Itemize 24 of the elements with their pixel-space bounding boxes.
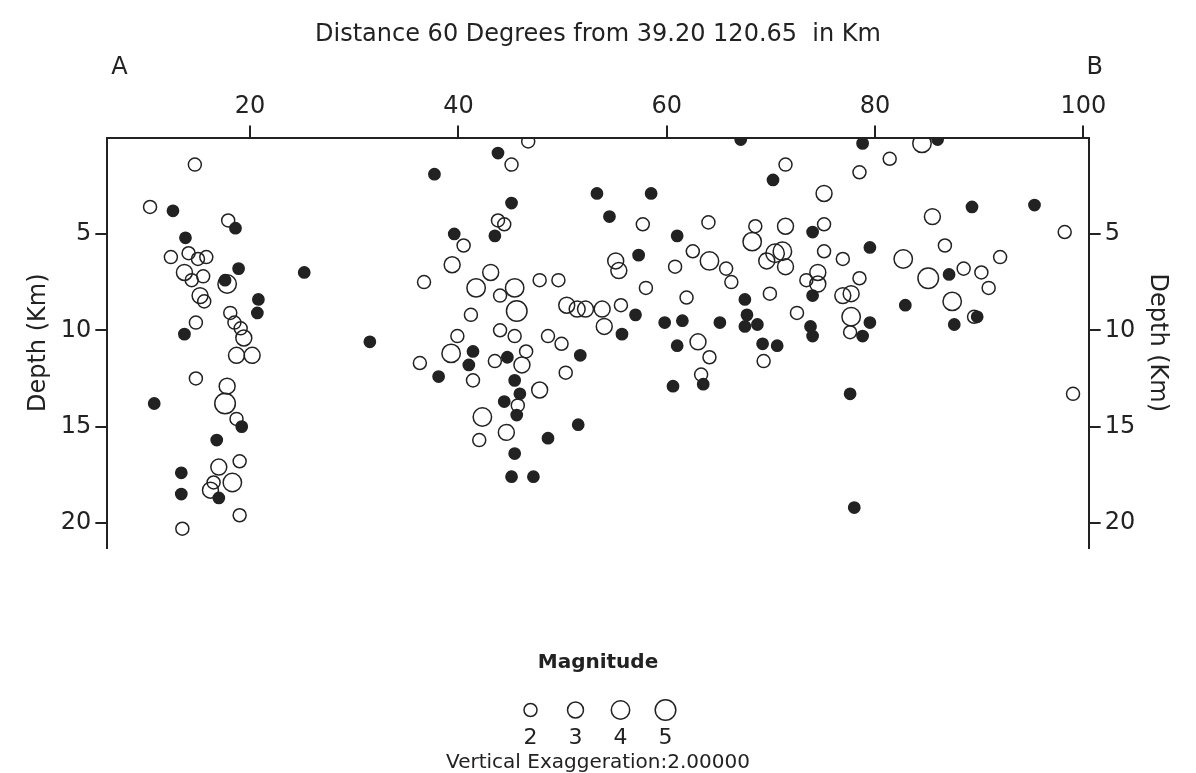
text: A: [111, 51, 129, 80]
legend-label: 2: [523, 723, 538, 749]
x-tick-label: 80: [859, 91, 891, 120]
y2-tick-label: 15: [1104, 410, 1136, 439]
chart-title: Distance 60 Degrees from 39.20 120.65 in Km: [315, 18, 881, 47]
y-tick-label: 15: [60, 410, 92, 439]
legend-title: Magnitude: [537, 649, 659, 674]
x-tick-label: 20: [234, 91, 266, 120]
y-tick-label: 20: [60, 507, 92, 536]
x-tick-label: 100: [1060, 91, 1107, 120]
y2-tick-label: 10: [1104, 314, 1136, 343]
text: B: [1086, 51, 1103, 80]
legend-label: 5: [658, 723, 673, 749]
y2-tick-label: 5: [1104, 218, 1120, 247]
y-tick-label: 10: [60, 314, 92, 343]
legend-label: 4: [613, 723, 628, 749]
x-tick-label: 40: [443, 91, 474, 120]
y2-tick-label: 20: [1104, 507, 1136, 536]
y2-axis-title: Depth (Km): [1145, 273, 1174, 413]
y-axis-title: Depth (Km): [22, 273, 51, 413]
legend-label: 3: [568, 723, 583, 749]
x-tick-label: 60: [651, 91, 683, 120]
text: Vertical Exaggeration:2.00000: [446, 749, 750, 773]
y-tick-label: 5: [76, 218, 92, 247]
